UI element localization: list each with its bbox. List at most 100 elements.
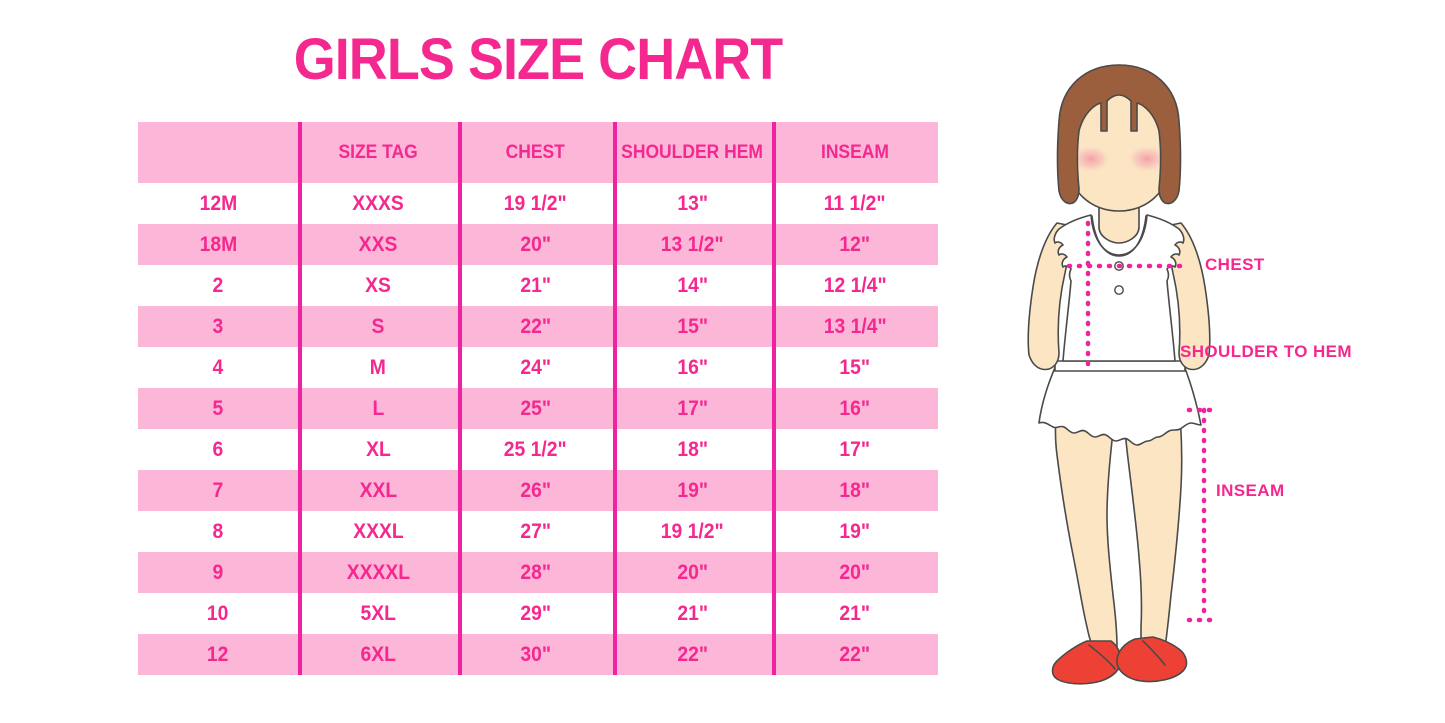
cell-chest-label: 21" <box>520 273 551 297</box>
cell-size-tag-label: XXS <box>358 232 398 256</box>
cell-inseam-label: 11 1/2" <box>824 191 886 215</box>
cell-inseam: 21" <box>772 593 938 634</box>
cell-shoulder-hem-label: 18" <box>677 437 708 461</box>
cell-size-tag-label: 6XL <box>360 642 396 666</box>
cell-size-tag-label: 5XL <box>360 601 396 625</box>
table-row: 10 5XL 29" 21" 21" <box>138 593 938 634</box>
cell-size: 8 <box>138 511 298 552</box>
size-chart-table: SIZE TAG CHEST SHOULDER HEM INSEAM 12M XX… <box>138 122 938 675</box>
blush-right <box>1127 145 1167 173</box>
cell-shoulder-hem-label: 14" <box>677 273 708 297</box>
cell-inseam-label: 18" <box>839 478 871 502</box>
cell-size: 6 <box>138 429 298 470</box>
cell-chest-label: 19 1/2" <box>504 191 567 215</box>
table-row: 9 XXXXL 28" 20" 20" <box>138 552 938 593</box>
cell-shoulder-hem-label: 15" <box>677 314 708 338</box>
column-header-size-tag: SIZE TAG <box>298 122 458 183</box>
cell-inseam-label: 20" <box>839 560 871 584</box>
cell-size-label: 8 <box>212 519 224 543</box>
cell-size-tag: XXXS <box>298 183 458 224</box>
cell-shoulder-hem-label: 21" <box>677 601 708 625</box>
cell-chest: 19 1/2" <box>458 183 613 224</box>
cell-size-tag: XL <box>298 429 458 470</box>
cell-inseam: 15" <box>772 347 938 388</box>
cell-size-tag: L <box>298 388 458 429</box>
cell-chest: 25 1/2" <box>458 429 613 470</box>
cell-shoulder-hem-label: 13 1/2" <box>661 232 724 256</box>
cell-chest-label: 26" <box>520 478 551 502</box>
cell-inseam-label: 19" <box>839 519 871 543</box>
annotation-label-shoulder-to-hem: SHOULDER TO HEM <box>1180 342 1352 361</box>
table-row: 4 M 24" 16" 15" <box>138 347 938 388</box>
cell-size: 5 <box>138 388 298 429</box>
cell-shoulder-hem-label: 22" <box>677 642 708 666</box>
cell-size: 12M <box>138 183 298 224</box>
cell-shoulder-hem-label: 17" <box>677 396 708 420</box>
table-row: 12 6XL 30" 22" 22" <box>138 634 938 675</box>
cell-chest: 30" <box>458 634 613 675</box>
cell-shoulder-hem: 16" <box>613 347 772 388</box>
cell-inseam: 22" <box>772 634 938 675</box>
cell-inseam-label: 12" <box>839 232 871 256</box>
cell-shoulder-hem-label: 19" <box>677 478 708 502</box>
cell-shoulder-hem: 22" <box>613 634 772 675</box>
cell-inseam: 20" <box>772 552 938 593</box>
blush-left <box>1071 145 1111 173</box>
cell-chest-label: 30" <box>520 642 551 666</box>
column-header-shoulder-hem-label: SHOULDER HEM <box>621 141 764 163</box>
cell-chest: 28" <box>458 552 613 593</box>
cell-size-tag: XS <box>298 265 458 306</box>
table-body: 12M XXXS 19 1/2" 13" 11 1/2" 18M XXS 20" 13 1/2"… <box>138 183 938 675</box>
shoes <box>1051 636 1188 685</box>
cell-chest: 27" <box>458 511 613 552</box>
shoe-right <box>1116 636 1188 683</box>
girl-figure-illustration <box>995 55 1255 685</box>
cell-size: 4 <box>138 347 298 388</box>
cell-inseam: 13 1/4" <box>772 306 938 347</box>
cell-shoulder-hem: 21" <box>613 593 772 634</box>
cell-inseam: 19" <box>772 511 938 552</box>
cell-chest-label: 22" <box>520 314 551 338</box>
cell-inseam-label: 13 1/4" <box>823 314 887 338</box>
cell-chest-label: 24" <box>520 355 551 379</box>
cell-shoulder-hem-label: 16" <box>677 355 708 379</box>
table-header-row: SIZE TAG CHEST SHOULDER HEM INSEAM <box>138 122 938 183</box>
cell-shoulder-hem-label: 19 1/2" <box>661 519 724 543</box>
cell-chest: 25" <box>458 388 613 429</box>
table-row: 18M XXS 20" 13 1/2" 12" <box>138 224 938 265</box>
table-row: 2 XS 21" 14" 12 1/4" <box>138 265 938 306</box>
cell-size: 10 <box>138 593 298 634</box>
cell-size-tag-label: XXXXL <box>346 560 410 584</box>
column-header-chest-label: CHEST <box>505 141 566 163</box>
cell-size-label: 9 <box>212 560 224 584</box>
cell-shoulder-hem-label: 20" <box>677 560 708 584</box>
cell-size-label: 6 <box>212 437 224 461</box>
cell-size-label: 7 <box>212 478 224 502</box>
column-header-inseam-label: INSEAM <box>821 141 889 163</box>
cell-size-label: 12 <box>207 642 229 666</box>
cell-inseam-label: 16" <box>839 396 871 420</box>
measurement-guides <box>1066 220 1188 372</box>
cell-size-tag-label: XL <box>365 437 391 461</box>
cell-size-tag-label: L <box>372 396 384 420</box>
cell-chest: 22" <box>458 306 613 347</box>
annotation-label-inseam: INSEAM <box>1216 481 1285 500</box>
cell-inseam-label: 17" <box>839 437 871 461</box>
cell-size-tag: XXXL <box>298 511 458 552</box>
cell-size: 7 <box>138 470 298 511</box>
cell-size: 2 <box>138 265 298 306</box>
cell-inseam: 12" <box>772 224 938 265</box>
column-header-shoulder-hem: SHOULDER HEM <box>613 122 772 183</box>
cell-size: 18M <box>138 224 298 265</box>
cell-inseam: 18" <box>772 470 938 511</box>
cell-chest-label: 25" <box>520 396 551 420</box>
cell-size: 9 <box>138 552 298 593</box>
inseam-guide-bracket <box>1186 407 1220 623</box>
cell-size-tag-label: XXXS <box>352 191 404 215</box>
hair <box>1056 64 1182 205</box>
cell-shoulder-hem: 13 1/2" <box>613 224 772 265</box>
cell-size-label: 3 <box>212 314 224 338</box>
cell-chest-label: 20" <box>520 232 551 256</box>
cell-chest: 21" <box>458 265 613 306</box>
cell-size-tag-label: XXL <box>359 478 397 502</box>
